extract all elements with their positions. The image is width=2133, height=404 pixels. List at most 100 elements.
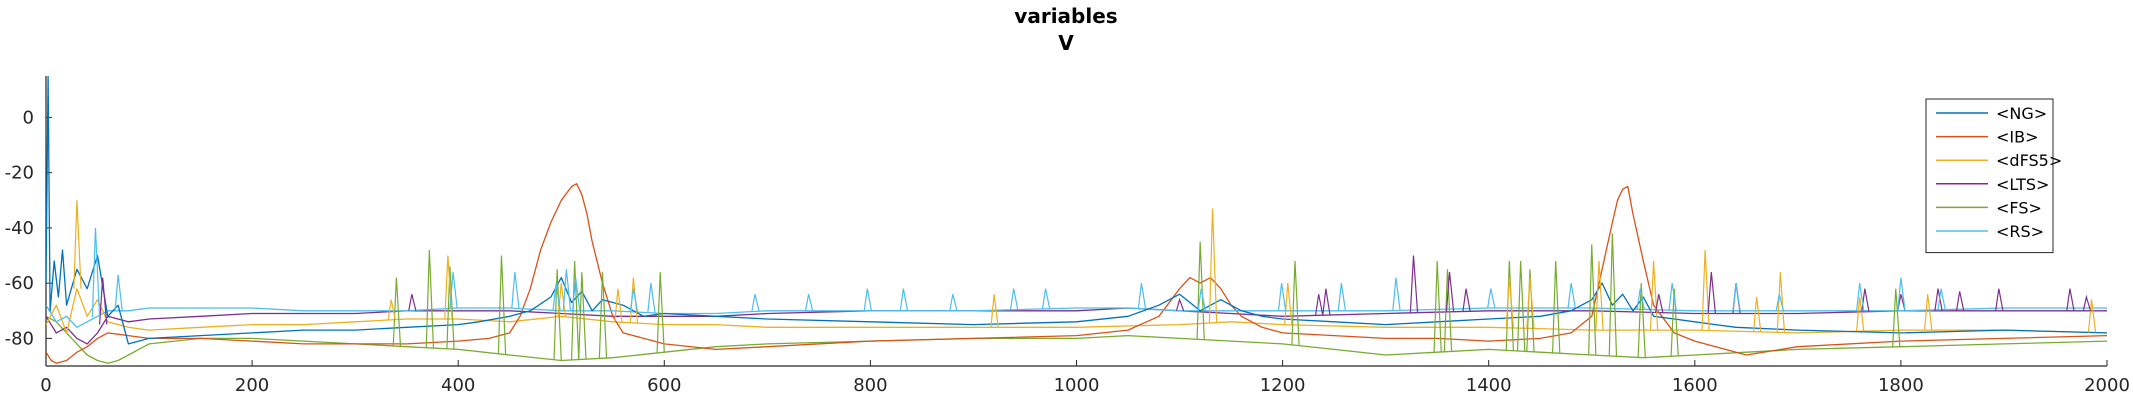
spike-mark: [751, 294, 760, 312]
spike-mark: [98, 277, 108, 325]
series-line: [46, 183, 2107, 364]
spike-mark: [553, 269, 562, 361]
x-tick-label: 1200: [1260, 375, 1306, 396]
spike-mark: [949, 294, 958, 311]
spike-mark: [1175, 297, 1185, 311]
chart-subtitle: V: [1058, 31, 1074, 55]
spike-mark: [1009, 288, 1019, 310]
spike-mark: [425, 249, 435, 348]
spike-mark: [1392, 277, 1401, 311]
legend-label: <NG>: [1996, 104, 2047, 123]
series-line: [46, 315, 2107, 364]
spike-mark: [1955, 291, 1965, 311]
spike-mark: [497, 255, 507, 355]
spike-mark: [863, 288, 873, 311]
spike-mark: [647, 283, 656, 313]
spike-mark: [1041, 288, 1051, 309]
spike-mark: [1668, 283, 1677, 311]
spike-mark: [1526, 269, 1535, 352]
spike-mark: [570, 261, 580, 360]
spike-mark: [1505, 277, 1515, 328]
spike-mark: [1314, 294, 1324, 316]
spike-mark: [1776, 272, 1786, 333]
spike-mark: [1934, 288, 1943, 311]
spike-mark: [2066, 288, 2075, 311]
spike-mark: [446, 266, 455, 350]
spike-mark: [1137, 283, 1147, 309]
spike-mark: [91, 227, 101, 318]
spike-mark: [1588, 244, 1597, 355]
spike-mark: [804, 294, 814, 311]
spike-mark: [1445, 272, 1455, 312]
series-line: [46, 288, 2107, 334]
spike-mark: [1526, 277, 1535, 329]
spike-mark: [2082, 294, 2092, 311]
spike-mark: [1937, 288, 1946, 310]
spike-mark: [1197, 288, 1206, 311]
spike-mark: [387, 299, 396, 320]
spike-mark: [1595, 261, 1604, 331]
x-tick-label: 1400: [1466, 375, 1512, 396]
x-tick-label: 600: [647, 375, 681, 396]
spike-mark: [562, 269, 572, 311]
spike-mark: [629, 288, 639, 312]
spike-mark: [1608, 233, 1618, 357]
y-tick-label: -80: [5, 328, 34, 349]
spike-mark: [1567, 283, 1576, 309]
spike-mark: [598, 272, 608, 359]
spike-mark: [1291, 261, 1300, 346]
y-tick-label: 0: [23, 107, 34, 128]
legend-box: [1925, 98, 2054, 254]
x-tick-label: 1600: [1672, 375, 1718, 396]
legend-label: <dFS5>: [1996, 151, 2062, 170]
spike-mark: [1707, 272, 1717, 314]
spike-mark: [656, 272, 665, 353]
spike-mark: [1752, 296, 1762, 332]
spike-mark: [1487, 288, 1496, 309]
series-line: [46, 76, 2107, 345]
spike-mark: [1322, 288, 1331, 316]
spike-mark: [1208, 208, 1218, 323]
spike-mark: [511, 272, 520, 309]
y-tick-label: -60: [5, 273, 34, 294]
spike-mark: [1855, 283, 1865, 311]
spike-mark: [1701, 249, 1710, 331]
legend-label: <IB>: [1996, 128, 2039, 147]
legend-label: <RS>: [1996, 222, 2044, 241]
spike-mark: [392, 277, 402, 347]
spike-mark: [1855, 296, 1865, 332]
spike-mark: [1636, 288, 1645, 310]
x-tick-label: 0: [40, 375, 51, 396]
spike-mark: [1924, 294, 1933, 331]
spike-mark: [1775, 294, 1785, 311]
spike-mark: [1443, 269, 1453, 352]
spike-mark: [1897, 277, 1906, 311]
legend-label: <FS>: [1996, 198, 2042, 217]
chart-title: variables: [1014, 4, 1117, 28]
spike-mark: [1516, 261, 1526, 352]
x-tick-label: 1000: [1054, 375, 1100, 396]
spike-mark: [2087, 299, 2097, 333]
spike-mark: [1892, 288, 1901, 347]
x-tick-label: 200: [235, 375, 269, 396]
x-tick-label: 400: [441, 375, 475, 396]
spike-mark: [73, 200, 82, 289]
spike-mark: [408, 294, 417, 311]
spike-mark: [1649, 261, 1659, 331]
x-tick-label: 2000: [2084, 375, 2130, 396]
spike-mark: [571, 277, 581, 311]
spike-mark: [899, 288, 909, 311]
legend-label: <LTS>: [1996, 175, 2049, 194]
y-tick-label: -40: [5, 218, 34, 239]
spike-mark: [1732, 283, 1741, 311]
spike-mark: [1670, 288, 1679, 357]
y-tick-label: -20: [5, 163, 34, 184]
x-tick-label: 800: [853, 375, 887, 396]
spike-mark: [114, 274, 123, 311]
spike-mark: [1433, 261, 1442, 353]
spike-mark: [1637, 283, 1646, 358]
spike-mark: [1277, 283, 1287, 311]
legend: <NG> <IB> <dFS5> <LTS> <FS> <RS>: [1925, 98, 2062, 254]
spike-mark: [1462, 288, 1471, 312]
